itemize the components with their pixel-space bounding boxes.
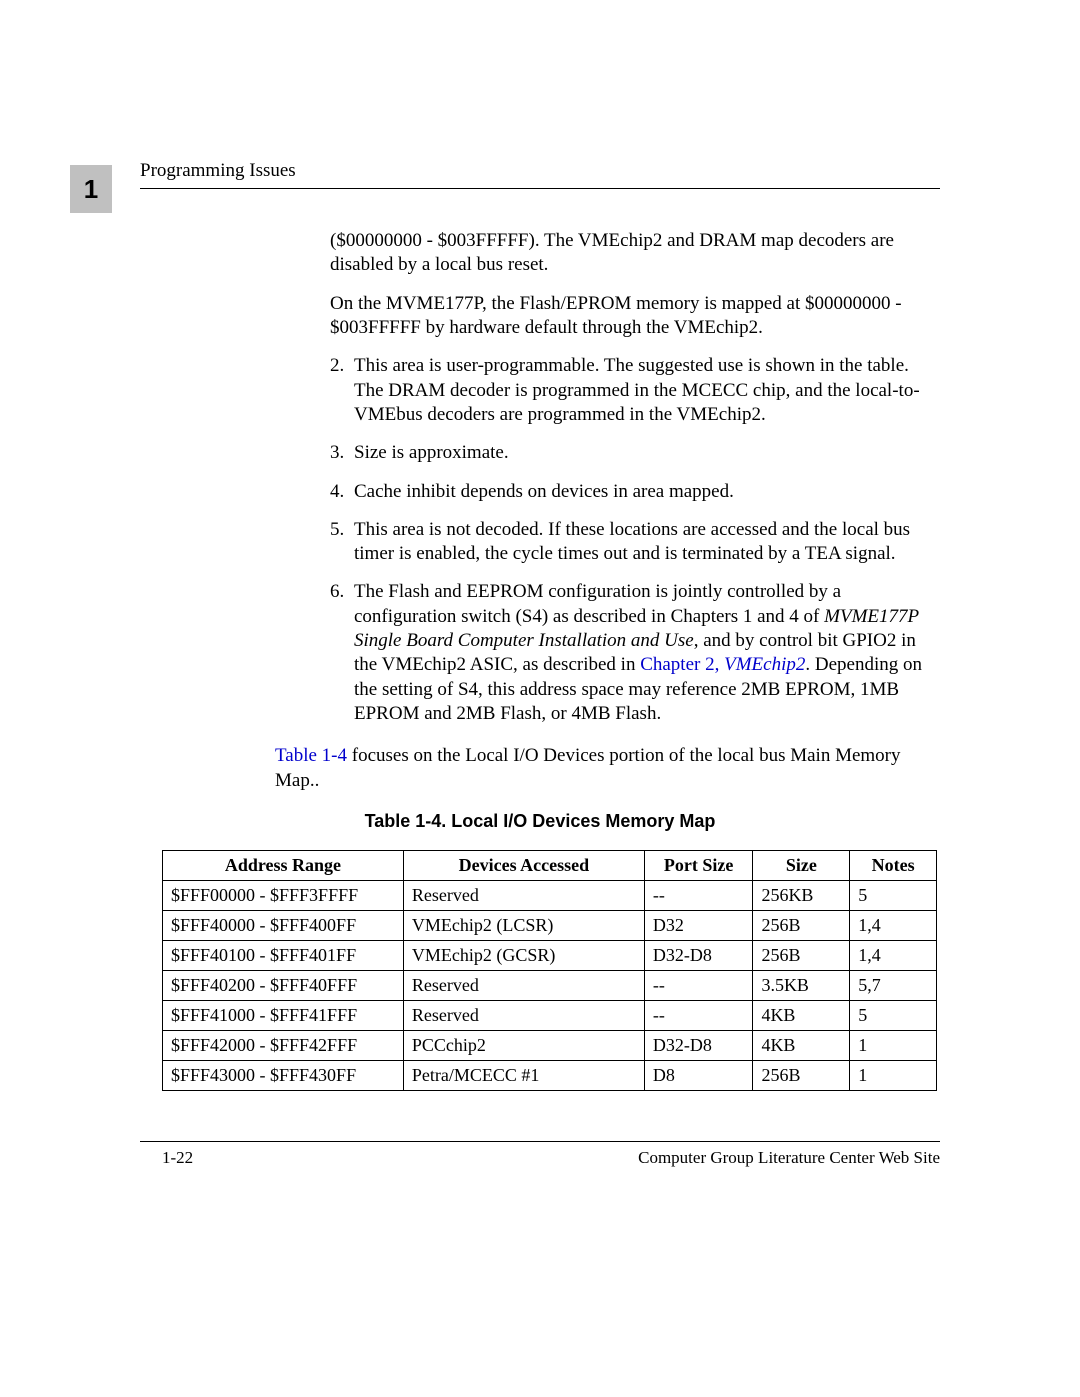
header-rule — [140, 188, 940, 189]
table-cell: 5,7 — [850, 970, 937, 1000]
table-header-row: Address Range Devices Accessed Port Size… — [163, 850, 937, 880]
table-row: $FFF42000 - $FFF42FFFPCCchip2D32-D84KB1 — [163, 1030, 937, 1060]
table-cell: $FFF00000 - $FFF3FFFF — [163, 880, 404, 910]
table-cell: Reserved — [403, 880, 644, 910]
col-header-devices: Devices Accessed — [403, 850, 644, 880]
memory-map-table: Address Range Devices Accessed Port Size… — [162, 850, 937, 1091]
footer-rule — [140, 1141, 940, 1142]
paragraph: ($00000000 - $003FFFFF). The VMEchip2 an… — [330, 229, 940, 278]
list-item-4: 4. Cache inhibit depends on devices in a… — [330, 480, 940, 504]
table-cell: 1 — [850, 1060, 937, 1090]
footer-site-text: Computer Group Literature Center Web Sit… — [638, 1148, 940, 1168]
list-number: 5. — [330, 518, 354, 567]
list-item-2: 2. This area is user-programmable. The s… — [330, 354, 940, 427]
list-item-5: 5. This area is not decoded. If these lo… — [330, 518, 940, 567]
table-cell: $FFF43000 - $FFF430FF — [163, 1060, 404, 1090]
link-text: Chapter 2, — [640, 654, 724, 675]
list-body: The Flash and EEPROM configuration is jo… — [354, 580, 940, 726]
list-body: This area is not decoded. If these locat… — [354, 518, 940, 567]
table-cell: D32-D8 — [644, 940, 753, 970]
table-caption: Table 1-4. Local I/O Devices Memory Map — [140, 811, 940, 832]
table-cell: -- — [644, 880, 753, 910]
header-title: Programming Issues — [140, 160, 940, 182]
link-italic: VMEchip2 — [724, 654, 805, 675]
table-cell: 4KB — [753, 1000, 850, 1030]
table-cell: $FFF42000 - $FFF42FFF — [163, 1030, 404, 1060]
body-content: ($00000000 - $003FFFFF). The VMEchip2 an… — [330, 229, 940, 726]
col-header-size: Size — [753, 850, 850, 880]
table-cell: Reserved — [403, 1000, 644, 1030]
table-cell: $FFF41000 - $FFF41FFF — [163, 1000, 404, 1030]
list-number: 2. — [330, 354, 354, 427]
list-item-3: 3. Size is approximate. — [330, 441, 940, 465]
paragraph: On the MVME177P, the Flash/EPROM memory … — [330, 292, 940, 341]
table-cell: VMEchip2 (GCSR) — [403, 940, 644, 970]
table-cell: PCCchip2 — [403, 1030, 644, 1060]
table-intro-paragraph: Table 1-4 focuses on the Local I/O Devic… — [275, 744, 940, 793]
table-cell: 5 — [850, 880, 937, 910]
table-cell: -- — [644, 970, 753, 1000]
list-number: 4. — [330, 480, 354, 504]
table-row: $FFF00000 - $FFF3FFFFReserved--256KB5 — [163, 880, 937, 910]
table-cell: -- — [644, 1000, 753, 1030]
list-number: 3. — [330, 441, 354, 465]
table-cell: 256B — [753, 1060, 850, 1090]
table-cell: 256KB — [753, 880, 850, 910]
col-header-notes: Notes — [850, 850, 937, 880]
table-cell: 256B — [753, 910, 850, 940]
page-footer: 1-22 Computer Group Literature Center We… — [140, 1148, 940, 1168]
col-header-address: Address Range — [163, 850, 404, 880]
table-cell: D32-D8 — [644, 1030, 753, 1060]
table-cell: 256B — [753, 940, 850, 970]
text-run: focuses on the Local I/O Devices portion… — [275, 745, 901, 790]
table-reference-link[interactable]: Table 1-4 — [275, 745, 347, 766]
table-cell: D8 — [644, 1060, 753, 1090]
list-item-6: 6. The Flash and EEPROM configuration is… — [330, 580, 940, 726]
table-cell: $FFF40100 - $FFF401FF — [163, 940, 404, 970]
table-cell: 5 — [850, 1000, 937, 1030]
list-body: Size is approximate. — [354, 441, 940, 465]
table-row: $FFF40200 - $FFF40FFFReserved--3.5KB5,7 — [163, 970, 937, 1000]
table-cell: D32 — [644, 910, 753, 940]
table-cell: $FFF40200 - $FFF40FFF — [163, 970, 404, 1000]
table-cell: 1,4 — [850, 940, 937, 970]
table-cell: Petra/MCECC #1 — [403, 1060, 644, 1090]
table-cell: Reserved — [403, 970, 644, 1000]
table-row: $FFF41000 - $FFF41FFFReserved--4KB5 — [163, 1000, 937, 1030]
cross-reference-link[interactable]: Chapter 2, VMEchip2 — [640, 654, 805, 675]
table-row: $FFF40100 - $FFF401FFVMEchip2 (GCSR)D32-… — [163, 940, 937, 970]
chapter-number-box: 1 — [70, 165, 112, 213]
table-cell: 1 — [850, 1030, 937, 1060]
table-cell: 3.5KB — [753, 970, 850, 1000]
table-cell: VMEchip2 (LCSR) — [403, 910, 644, 940]
text-run: The Flash and EEPROM configuration is jo… — [354, 581, 841, 626]
page-number: 1-22 — [162, 1148, 193, 1168]
col-header-port: Port Size — [644, 850, 753, 880]
list-number: 6. — [330, 580, 354, 726]
table-row: $FFF43000 - $FFF430FFPetra/MCECC #1D8256… — [163, 1060, 937, 1090]
chapter-number: 1 — [84, 174, 98, 205]
list-body: This area is user-programmable. The sugg… — [354, 354, 940, 427]
list-body: Cache inhibit depends on devices in area… — [354, 480, 940, 504]
document-page: 1 Programming Issues ($00000000 - $003FF… — [0, 0, 1080, 1288]
table-row: $FFF40000 - $FFF400FFVMEchip2 (LCSR)D322… — [163, 910, 937, 940]
table-cell: 1,4 — [850, 910, 937, 940]
table-cell: 4KB — [753, 1030, 850, 1060]
table-cell: $FFF40000 - $FFF400FF — [163, 910, 404, 940]
page-header: Programming Issues — [140, 160, 940, 189]
